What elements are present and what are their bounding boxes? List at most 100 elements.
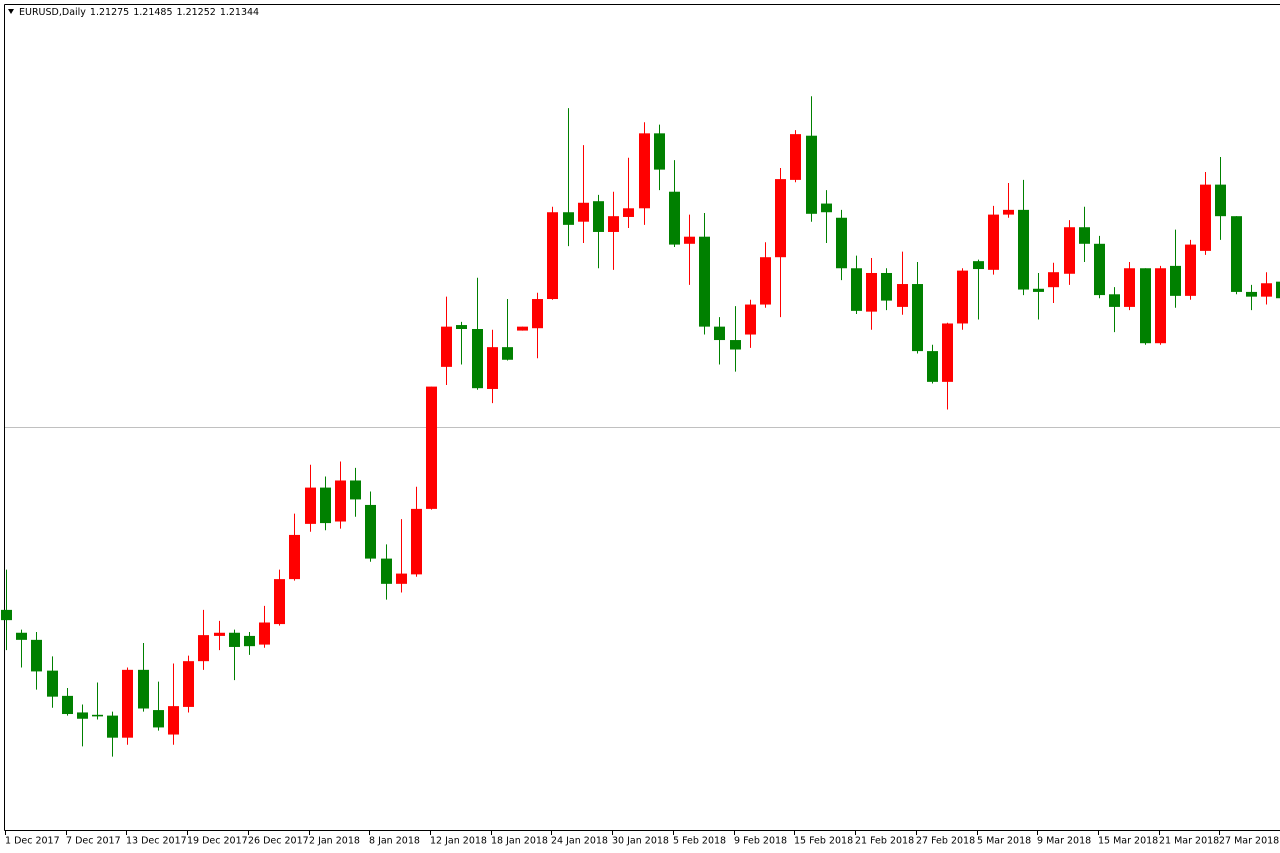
candle-body — [1140, 268, 1151, 344]
x-tick-label: 26 Dec 2017 — [248, 836, 309, 847]
candle-body — [547, 212, 558, 300]
candle-body — [77, 712, 88, 719]
candle-body — [62, 695, 73, 715]
candle-body — [897, 284, 908, 307]
candle-body — [122, 669, 133, 738]
candle-body — [851, 268, 862, 311]
x-tick-label: 5 Mar 2018 — [977, 836, 1031, 847]
candle-body — [730, 340, 741, 350]
candle-body — [107, 715, 118, 738]
x-tick-label: 27 Mar 2018 — [1219, 836, 1279, 847]
candle-body — [1200, 184, 1211, 251]
symbol-title: EURUSD,Daily — [19, 7, 86, 18]
candle-body — [305, 487, 316, 524]
candle-body — [396, 573, 407, 584]
x-tick-label: 12 Jan 2018 — [430, 836, 487, 847]
candle-body — [183, 661, 194, 707]
x-tick-label: 2 Jan 2018 — [309, 836, 360, 847]
candle-body — [714, 326, 725, 341]
candle-body — [790, 134, 801, 180]
candle-body — [214, 632, 225, 636]
candle-body — [836, 217, 847, 269]
candle-body — [1079, 227, 1090, 244]
candle-body — [866, 272, 877, 312]
candle-body — [92, 714, 103, 717]
candle-body — [654, 133, 665, 170]
candle-body — [745, 304, 756, 335]
candle-body — [806, 135, 817, 214]
x-tick-label: 15 Mar 2018 — [1098, 836, 1158, 847]
x-tick-label: 9 Mar 2018 — [1037, 836, 1091, 847]
candle-body — [47, 670, 58, 697]
x-tick-label: 21 Mar 2018 — [1159, 836, 1219, 847]
candle-body — [927, 351, 938, 382]
candle-body — [502, 347, 513, 360]
candle-body — [1094, 243, 1105, 296]
header-value: 1.21344 — [220, 7, 259, 18]
candle-body — [411, 508, 422, 575]
candle-body — [16, 632, 27, 640]
candle-body — [821, 203, 832, 213]
x-tick-label: 19 Dec 2017 — [187, 836, 248, 847]
x-tick-label: 7 Dec 2017 — [66, 836, 121, 847]
x-tick-label: 21 Feb 2018 — [855, 836, 914, 847]
x-tick-label: 1 Dec 2017 — [5, 836, 60, 847]
candle-body — [259, 622, 270, 645]
candle-body — [1124, 268, 1135, 307]
candle-body — [1215, 184, 1226, 217]
candle-body — [1033, 288, 1044, 292]
candle-body — [988, 214, 999, 270]
candle-body — [608, 216, 619, 232]
candle-body — [1, 609, 12, 621]
candle-body — [365, 504, 376, 559]
plot — [1, 96, 1280, 757]
candle-body — [912, 284, 923, 352]
header-value: 1.21252 — [177, 7, 216, 18]
x-tick-label: 8 Jan 2018 — [369, 836, 420, 847]
menu-triangle[interactable] — [8, 9, 14, 14]
candle-body — [1109, 294, 1120, 307]
candle-body — [532, 299, 543, 329]
candle-body — [760, 257, 771, 305]
candle-body — [441, 326, 452, 367]
candle-body — [639, 133, 650, 209]
candle-body — [487, 347, 498, 389]
x-tick-label: 27 Feb 2018 — [916, 836, 975, 847]
candle-body — [775, 179, 786, 258]
candle-body — [244, 635, 255, 647]
header: EURUSD,Daily 1.21275 1.21485 1.21252 1.21344 — [19, 7, 259, 18]
x-tick-label: 5 Feb 2018 — [673, 836, 726, 847]
candle-body — [699, 236, 710, 327]
candle-body — [593, 201, 604, 232]
candle-body — [335, 480, 346, 522]
candle-body — [973, 261, 984, 270]
candle-body — [1185, 244, 1196, 296]
candle-body — [1018, 209, 1029, 290]
candle-body — [942, 323, 953, 382]
x-tick-label: 30 Jan 2018 — [612, 836, 669, 847]
candle-body — [1276, 281, 1280, 299]
candle-body — [229, 632, 240, 647]
candle-body — [472, 329, 483, 389]
candle-body — [274, 579, 285, 625]
candle-body — [578, 202, 589, 222]
header-value: 1.21485 — [133, 7, 172, 18]
candle-body — [623, 208, 634, 217]
candle-body — [31, 639, 42, 672]
header-value: 1.21275 — [90, 7, 129, 18]
x-tick-label: 13 Dec 2017 — [126, 836, 187, 847]
candle-body — [1246, 291, 1257, 297]
candle-body — [1231, 216, 1242, 292]
x-tick-label: 18 Jan 2018 — [491, 836, 548, 847]
candle-body — [1003, 209, 1014, 215]
x-tick-label: 24 Jan 2018 — [551, 836, 608, 847]
candle-body — [168, 706, 179, 735]
candle-body — [426, 386, 437, 509]
candle-body — [1048, 272, 1059, 288]
candle-body — [289, 534, 300, 580]
candle-body — [957, 270, 968, 324]
candle-body — [1064, 227, 1075, 274]
